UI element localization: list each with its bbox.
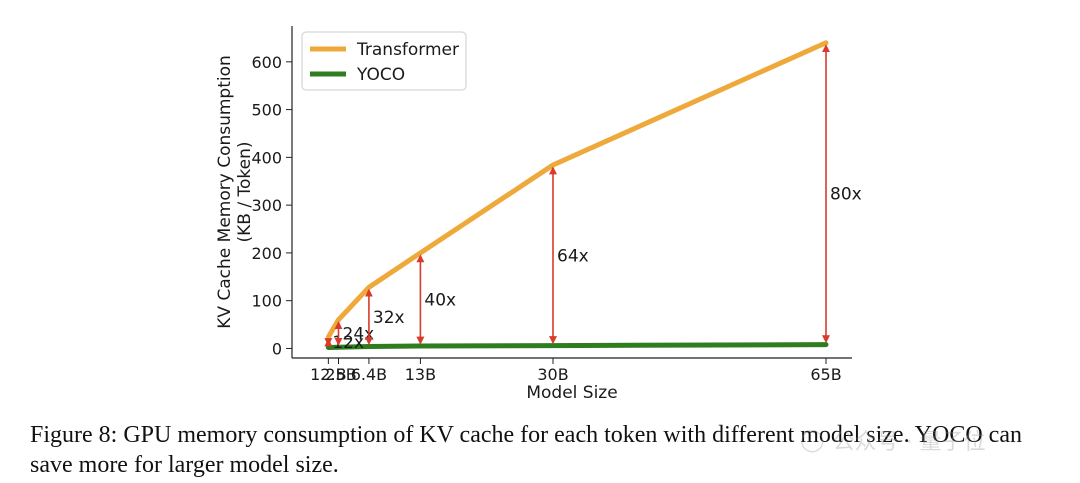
y-tick-label: 600 [251,53,282,72]
x-tick-label: 2.5B [320,365,356,384]
axes: 0 100 200 300 400 500 600 1.2B2.5B6.4B 13B 30B 65B… [215,26,852,403]
data-point-transformer [367,285,371,289]
x-axis-title: Model Size [526,383,617,403]
y-axis-title-line1: KV Cache Memory Consumption [215,55,235,329]
x-tick-label: 1.2B [310,365,346,384]
data-point-yoco [337,345,340,349]
y-tick-label: 400 [251,148,282,167]
x-tick-label: 30B [537,365,568,384]
wechat-icon: ◯ [800,427,825,453]
data-point-yoco [367,345,371,349]
chart: 0 100 200 300 400 500 600 1.2B2.5B6.4B 13B 30B 65B… [215,26,862,403]
legend-label-transformer: Transformer [356,40,459,60]
data-point-yoco [824,343,828,347]
y-tick-label: 500 [251,101,282,120]
legend: Transformer YOCO [301,31,467,91]
y-tick-label: 200 [251,244,282,263]
data-point-transformer [551,163,555,167]
data-point-yoco [326,345,330,349]
legend-label-yoco: YOCO [356,65,405,85]
y-tick-label: 0 [272,339,282,358]
ratio-label: 80x [830,185,862,205]
data-point-transformer [326,335,330,339]
watermark: ◯ 公众号 · 量子位 [800,424,986,456]
data-point-yoco [418,344,422,348]
x-tick-label: 13B [405,365,436,384]
data-point-transformer [824,41,828,45]
watermark-text: 公众号 · 量子位 [832,430,986,455]
ratio-label: 32x [373,308,405,328]
data-point-transformer [418,251,422,255]
data-point-transformer [337,318,340,322]
x-tick-label: 6.4B [351,365,387,384]
figure-caption: Figure 8: GPU memory consumption of KV c… [30,422,1022,478]
y-tick-label: 100 [251,292,282,311]
x-tick-label: 65B [810,365,841,384]
y-axis-title-line2: (KB / Token) [235,142,255,243]
ratio-label: 40x [424,290,456,310]
y-tick-label: 300 [251,196,282,215]
ratio-label: 64x [557,246,589,266]
series-line-yoco [325,342,829,350]
data-point-yoco [551,344,555,348]
